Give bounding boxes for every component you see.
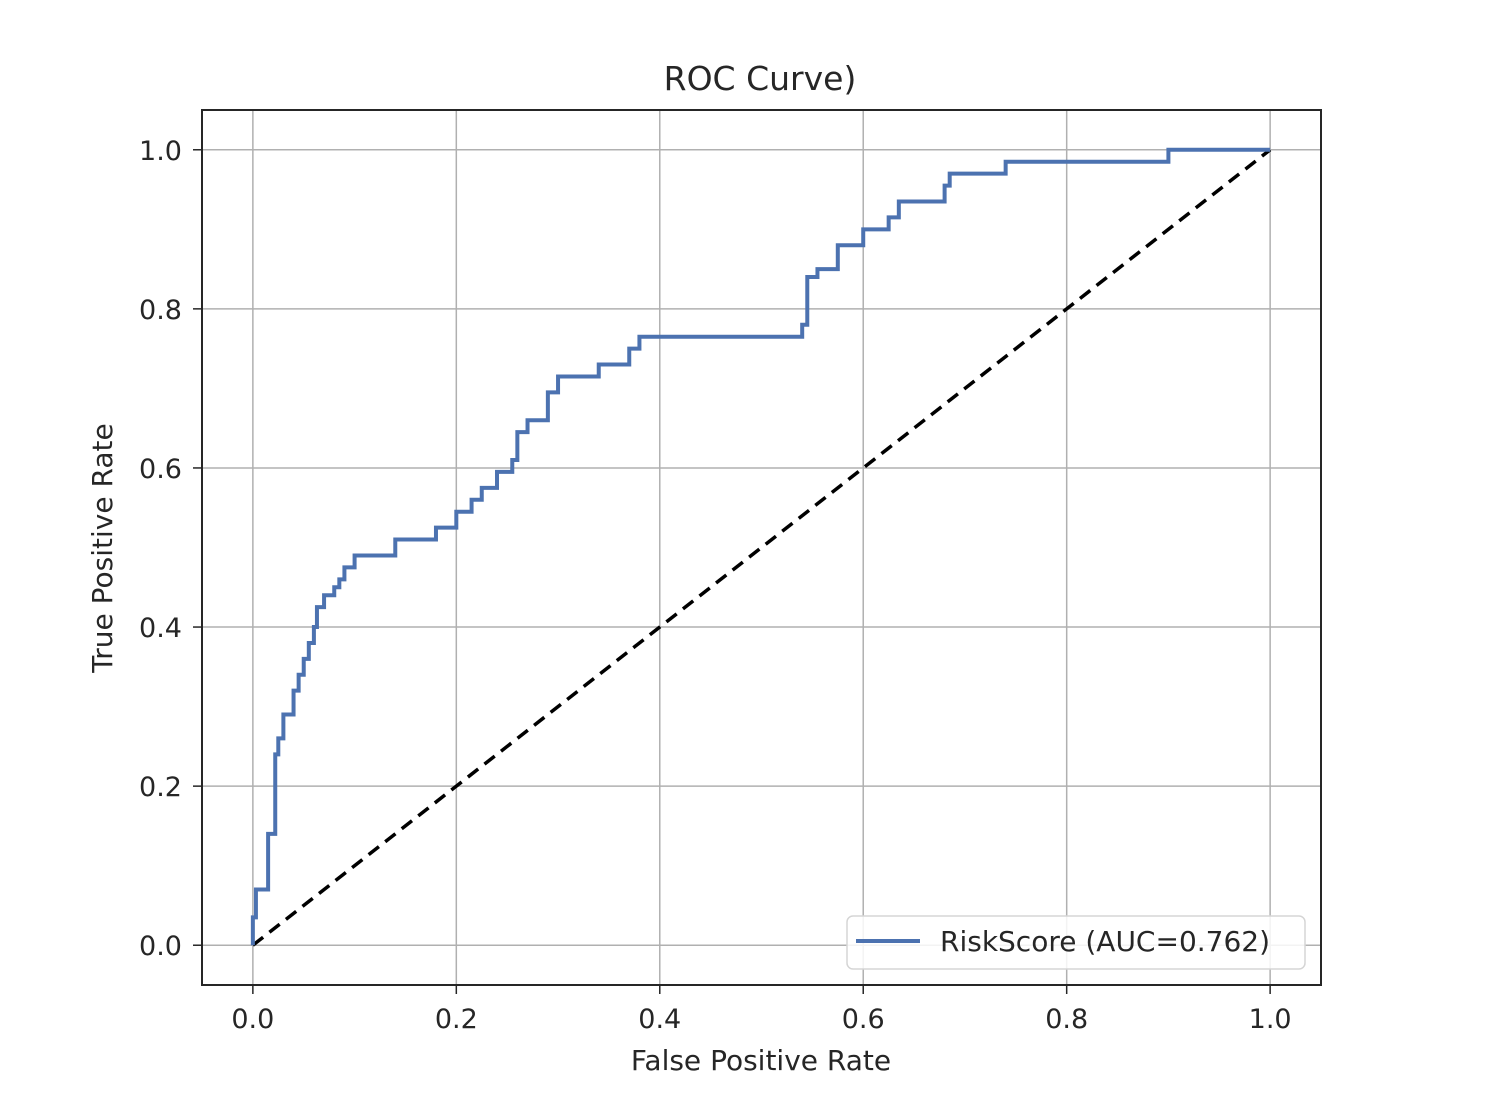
roc-curve-line [250, 147, 1271, 946]
legend-entry-riskscore: RiskScore (AUC=0.762) [940, 925, 1270, 958]
y-tick-label: 0.0 [139, 931, 182, 962]
grid [202, 110, 1321, 985]
plot-lines [250, 147, 1272, 947]
y-tick-label: 0.4 [139, 613, 182, 644]
y-tick-label: 1.0 [139, 136, 182, 167]
x-tick-label: 0.0 [231, 1004, 274, 1035]
x-tick-label: 0.6 [842, 1004, 885, 1035]
x-tick-label: 0.8 [1045, 1004, 1088, 1035]
x-ticks: 0.0 0.2 0.4 0.6 0.8 1.0 [231, 985, 1292, 1035]
y-tick-label: 0.8 [139, 295, 182, 326]
legend-box [846, 915, 1306, 970]
y-tick-label: 0.6 [139, 454, 182, 485]
chart-title: ROC Curve) [664, 59, 857, 98]
x-axis-label: False Positive Rate [631, 1044, 891, 1077]
y-tick-label: 0.2 [139, 772, 182, 803]
x-tick-label: 1.0 [1249, 1004, 1292, 1035]
y-axis-label: True Positive Rate [86, 423, 119, 673]
x-tick-label: 0.2 [435, 1004, 478, 1035]
plot-frame [201, 109, 1322, 986]
chance-diagonal-line [251, 148, 1272, 947]
y-ticks: 0.0 0.2 0.4 0.6 0.8 1.0 [139, 136, 202, 962]
legend: RiskScore (AUC=0.762) [846, 915, 1306, 970]
x-tick-label: 0.4 [638, 1004, 681, 1035]
